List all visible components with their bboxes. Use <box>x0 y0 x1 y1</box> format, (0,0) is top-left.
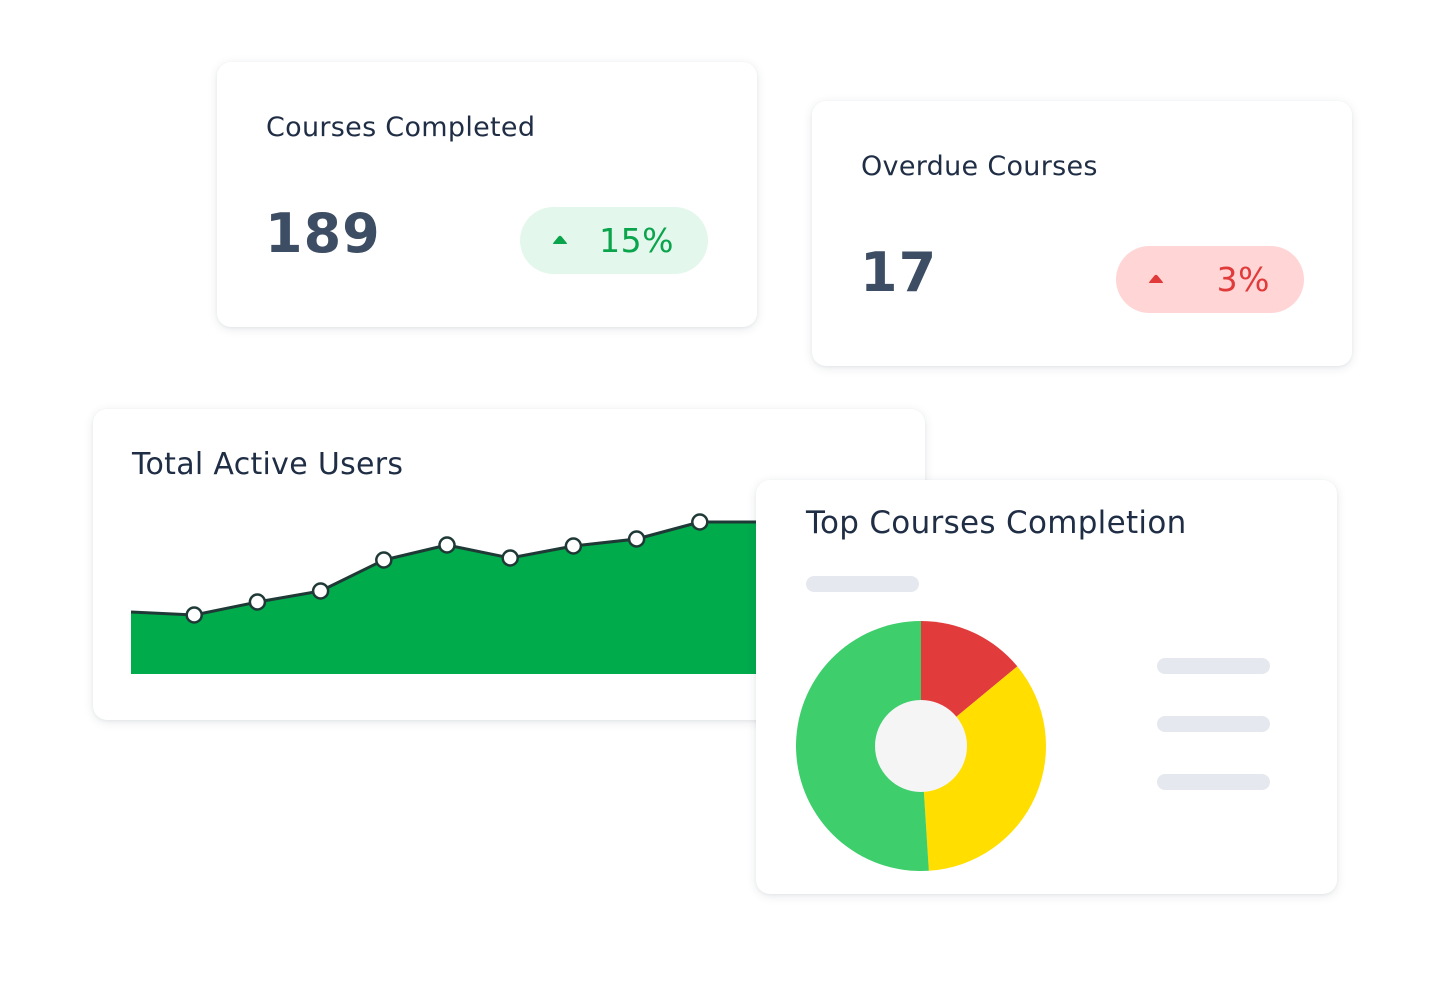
legend-placeholder-3 <box>1157 774 1270 790</box>
courses-completed-change: 15% <box>599 221 674 260</box>
overdue-courses-card: Overdue Courses 17 3% <box>812 101 1352 366</box>
donut-hole <box>875 700 967 792</box>
data-point <box>501 549 519 567</box>
area-fill <box>131 522 763 674</box>
data-point <box>185 606 203 624</box>
total-active-users-title: Total Active Users <box>132 447 404 482</box>
triangle-up-icon <box>1149 274 1163 283</box>
top-courses-donut-chart <box>796 621 1046 871</box>
legend-placeholder-1 <box>1157 658 1270 674</box>
legend-placeholder-2 <box>1157 716 1270 732</box>
overdue-courses-title: Overdue Courses <box>861 151 1098 182</box>
top-courses-completion-title: Top Courses Completion <box>806 505 1187 541</box>
data-point <box>627 530 646 548</box>
courses-completed-value: 189 <box>265 202 381 265</box>
overdue-courses-value: 17 <box>860 241 938 304</box>
overdue-courses-change: 3% <box>1216 260 1270 299</box>
data-point <box>691 513 709 531</box>
overdue-courses-change-badge: 3% <box>1116 246 1304 313</box>
data-point <box>311 582 330 600</box>
skeleton-placeholder <box>806 576 919 592</box>
data-point <box>248 593 267 611</box>
data-point <box>375 551 393 569</box>
courses-completed-change-badge: 15% <box>520 207 708 274</box>
triangle-up-icon <box>553 235 567 244</box>
top-courses-completion-card: Top Courses Completion <box>756 480 1337 894</box>
courses-completed-title: Courses Completed <box>266 112 536 143</box>
courses-completed-card: Courses Completed 189 15% <box>217 62 757 327</box>
pie-slice <box>921 666 1046 871</box>
pie-slice <box>796 621 929 871</box>
data-point <box>438 536 456 554</box>
total-active-users-chart <box>130 513 763 674</box>
data-point <box>564 537 583 555</box>
